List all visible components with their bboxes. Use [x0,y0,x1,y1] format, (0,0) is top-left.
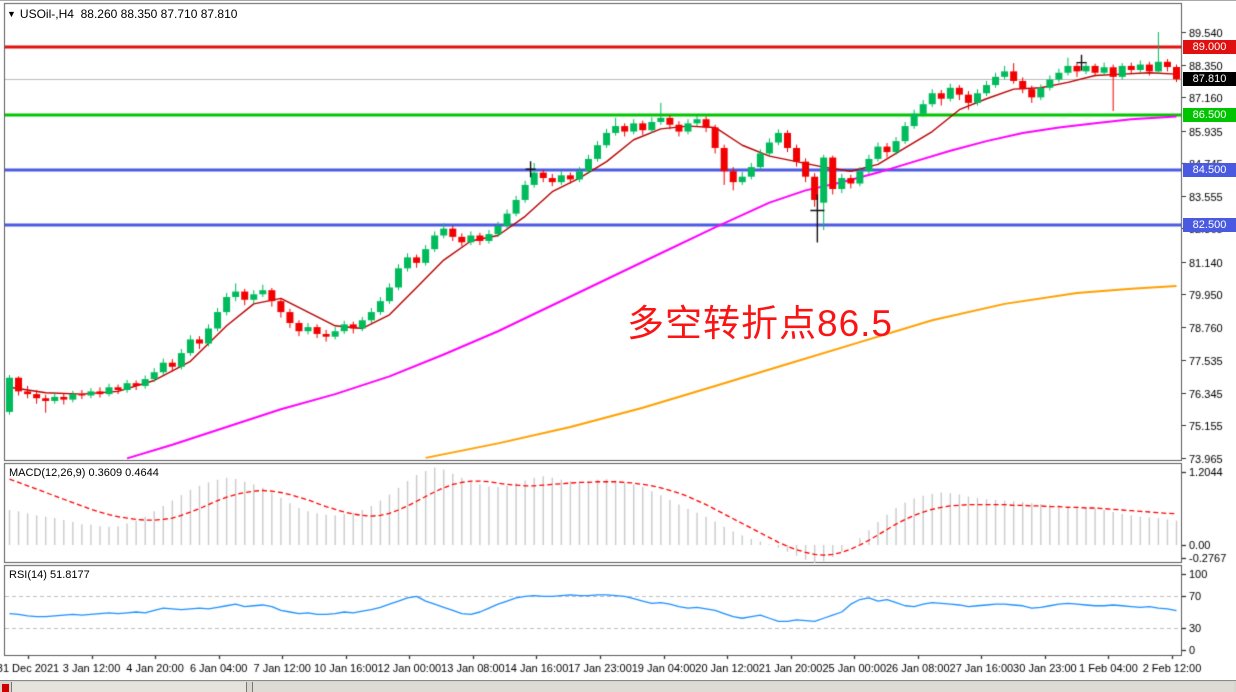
current-price-tag: 87.810 [1183,72,1236,86]
chart-tab-icon [2,684,9,692]
support-price-tag-1: 84.500 [1183,163,1236,177]
rsi-indicator-label: RSI(14) 51.8177 [9,569,90,581]
pivot-price-tag: 86.500 [1183,108,1236,122]
macd-indicator-label: MACD(12,26,9) 0.3609 0.4644 [9,467,159,479]
support-price-tag-2: 82.500 [1183,218,1236,232]
collapse-chevron-icon[interactable]: ▼ [7,9,16,19]
chart-header: ▼ USOil-,H4 88.260 88.350 87.710 87.810 [7,7,237,21]
ohlc-values: 88.260 88.350 87.710 87.810 [80,7,238,21]
chart-tabs-bar[interactable] [0,680,1236,692]
chart-annotation[interactable]: 多空转折点86.5 [627,303,894,344]
symbol-period-label: USOil-,H4 [19,7,74,21]
workspace-tab-area[interactable] [252,682,1234,692]
resistance-price-tag: 89.000 [1183,40,1236,54]
active-chart-tab[interactable] [11,682,247,692]
